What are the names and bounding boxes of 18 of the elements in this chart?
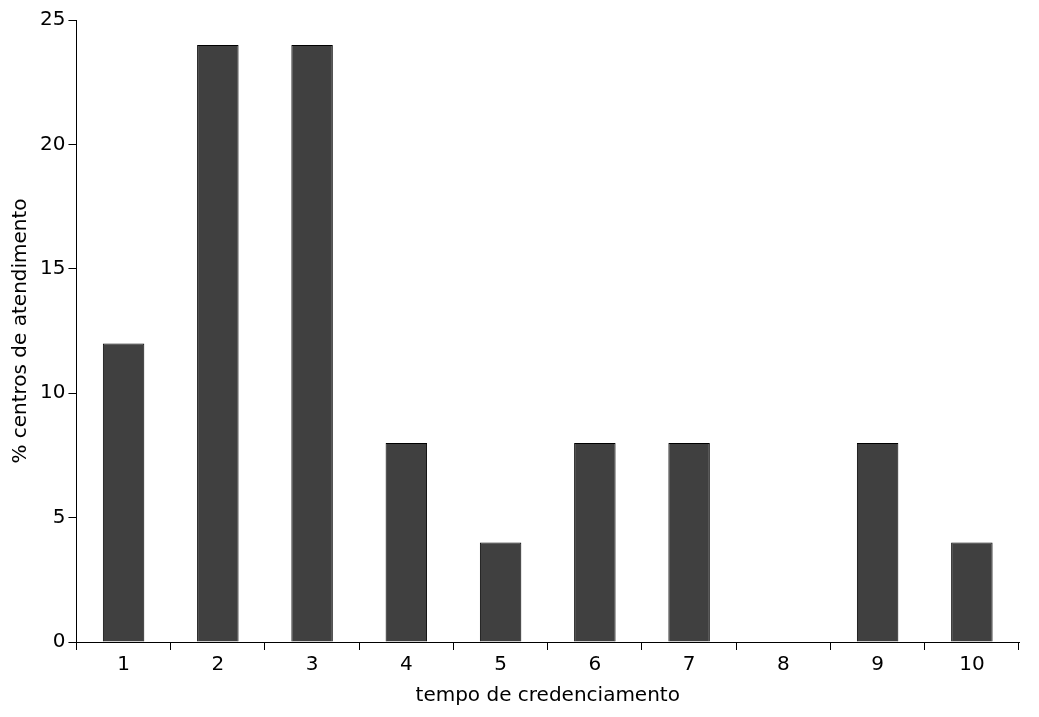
y-tick-label: 15 bbox=[40, 255, 66, 279]
y-tick-label: 10 bbox=[40, 379, 66, 404]
x-tick-label: 3 bbox=[305, 651, 319, 676]
y-tick-label: 5 bbox=[52, 503, 66, 528]
x-tick-label: 6 bbox=[588, 651, 602, 676]
x-tick-label: 2 bbox=[211, 651, 225, 676]
x-tick-label: 8 bbox=[777, 651, 790, 676]
x-tick-label: 10 bbox=[959, 651, 985, 676]
y-tick-label: 20 bbox=[40, 130, 66, 155]
x-tick-label: 1 bbox=[117, 651, 130, 676]
x-tick-label: 4 bbox=[399, 651, 413, 676]
y-axis-title: % centros de atendimento bbox=[7, 198, 32, 464]
y-tick-label: 25 bbox=[40, 6, 66, 31]
x-tick-label: 7 bbox=[682, 651, 696, 676]
x-axis-title: tempo de credenciamento bbox=[415, 682, 680, 707]
x-tick-label: 9 bbox=[871, 651, 884, 676]
x-tick-label: 5 bbox=[494, 651, 507, 676]
y-tick-label: 0 bbox=[52, 628, 66, 653]
